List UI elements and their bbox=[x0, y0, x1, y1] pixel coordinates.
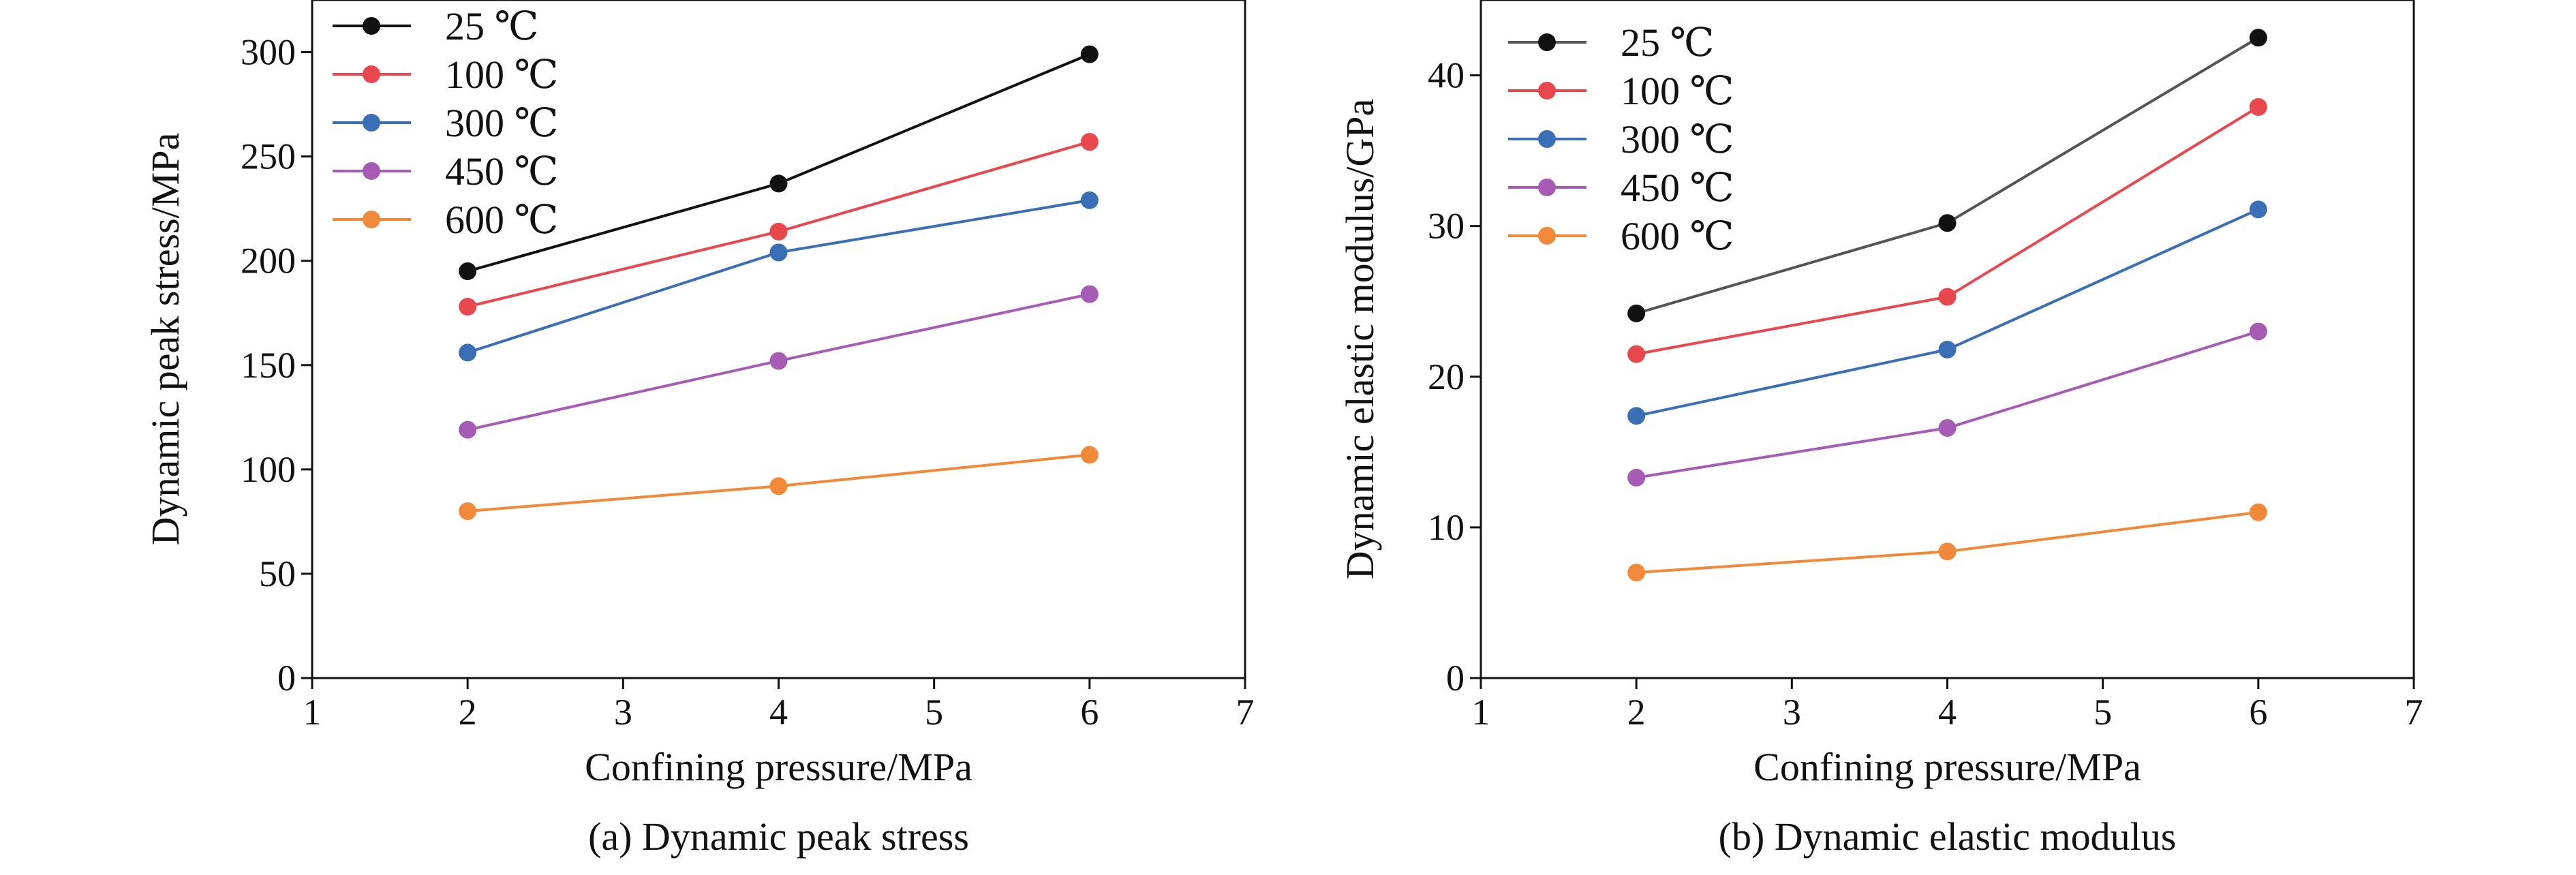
x-tick-label-a-6: 7 bbox=[1236, 692, 1255, 733]
data-point-a-4-0 bbox=[459, 502, 477, 521]
data-point-b-0-1 bbox=[1938, 214, 1957, 232]
data-point-a-3-0 bbox=[459, 420, 477, 439]
data-point-b-3-2 bbox=[2249, 322, 2267, 341]
data-point-a-3-1 bbox=[769, 352, 788, 370]
legend-marker-b-0 bbox=[1538, 33, 1556, 51]
data-point-a-2-1 bbox=[769, 243, 788, 262]
legend-label-a-1: 100 ℃ bbox=[445, 52, 558, 97]
data-point-b-1-1 bbox=[1938, 288, 1957, 306]
x-axis-label-b: Confining pressure/MPa bbox=[1753, 745, 2141, 789]
legend-label-b-4: 600 ℃ bbox=[1621, 214, 1734, 258]
y-tick-label-b-3: 30 bbox=[1428, 206, 1465, 247]
chart-b-dynamic-elastic-modulus: 1 2 3 4 5 6 7 0 10 20 30 40 Confining pressure/MPa Dy… bbox=[1338, 0, 2423, 859]
data-point-a-2-2 bbox=[1080, 191, 1099, 209]
data-point-b-4-1 bbox=[1938, 542, 1957, 561]
y-tick-label-b-4: 40 bbox=[1428, 55, 1465, 96]
data-point-b-4-0 bbox=[1627, 564, 1646, 582]
data-point-a-2-0 bbox=[459, 343, 477, 362]
y-tick-label-b-2: 20 bbox=[1428, 356, 1465, 397]
x-tick-label-a-0: 1 bbox=[303, 692, 322, 733]
legend-label-a-0: 25 ℃ bbox=[445, 4, 538, 48]
data-point-b-2-0 bbox=[1627, 407, 1646, 425]
x-tick-label-a-2: 3 bbox=[614, 692, 632, 733]
legend-label-a-4: 600 ℃ bbox=[445, 198, 558, 242]
chart-a-dynamic-peak-stress: 1 2 3 4 5 6 7 0 50 100 150 200 250 300 Confining press… bbox=[143, 0, 1255, 859]
data-point-a-4-1 bbox=[769, 477, 788, 495]
x-tick-label-b-1: 2 bbox=[1627, 692, 1646, 733]
legend-marker-b-4 bbox=[1538, 227, 1556, 245]
legend-label-b-2: 300 ℃ bbox=[1621, 117, 1734, 162]
y-axis-label-b: Dynamic elastic modulus/GPa bbox=[1338, 99, 1382, 580]
series-line-b-4 bbox=[1636, 510, 2259, 574]
y-axis-label-a: Dynamic peak stress/MPa bbox=[143, 133, 187, 546]
legend-marker-b-2 bbox=[1538, 130, 1556, 148]
data-point-b-1-0 bbox=[1627, 345, 1646, 363]
data-point-b-3-1 bbox=[1938, 418, 1957, 437]
x-tick-label-b-6: 7 bbox=[2405, 692, 2423, 733]
legend-marker-b-3 bbox=[1538, 179, 1556, 196]
x-tick-label-a-5: 6 bbox=[1080, 692, 1099, 733]
legend-marker-a-4 bbox=[363, 211, 380, 228]
y-tick-label-a-3: 150 bbox=[241, 345, 296, 386]
caption-a: (a) Dynamic peak stress bbox=[588, 814, 969, 859]
data-point-a-1-1 bbox=[769, 222, 788, 241]
x-tick-label-b-3: 4 bbox=[1938, 692, 1957, 733]
legend-label-a-3: 450 ℃ bbox=[445, 149, 558, 194]
legend-label-b-0: 25 ℃ bbox=[1621, 20, 1714, 65]
data-point-a-0-1 bbox=[769, 174, 788, 193]
data-point-a-1-0 bbox=[459, 298, 477, 316]
data-point-a-3-2 bbox=[1080, 285, 1099, 303]
y-tick-label-a-2: 100 bbox=[241, 449, 296, 490]
x-tick-label-b-2: 3 bbox=[1783, 692, 1801, 733]
x-tick-label-b-0: 1 bbox=[1472, 692, 1490, 733]
x-tick-label-a-1: 2 bbox=[459, 692, 477, 733]
data-point-b-1-2 bbox=[2249, 97, 2267, 116]
caption-b: (b) Dynamic elastic modulus bbox=[1719, 814, 2177, 859]
x-tick-label-b-4: 5 bbox=[2094, 692, 2112, 733]
y-tick-label-a-0: 0 bbox=[277, 658, 296, 699]
legend-marker-a-2 bbox=[363, 114, 380, 132]
legend-marker-a-3 bbox=[363, 162, 380, 180]
y-tick-label-a-1: 50 bbox=[259, 553, 296, 594]
data-point-b-0-0 bbox=[1627, 304, 1646, 322]
y-tick-label-a-5: 250 bbox=[241, 136, 296, 177]
data-point-b-4-2 bbox=[2249, 503, 2267, 521]
data-point-a-0-0 bbox=[459, 262, 477, 280]
y-tick-label-a-6: 300 bbox=[241, 32, 296, 73]
data-point-b-3-0 bbox=[1627, 468, 1646, 487]
y-tick-label-a-4: 200 bbox=[241, 241, 296, 281]
x-axis-label-a: Confining pressure/MPa bbox=[585, 745, 972, 789]
data-point-a-0-2 bbox=[1080, 45, 1099, 63]
y-tick-label-b-1: 10 bbox=[1428, 507, 1465, 548]
legend-marker-b-1 bbox=[1538, 82, 1556, 99]
data-point-a-1-2 bbox=[1080, 133, 1099, 151]
data-point-b-2-2 bbox=[2249, 200, 2267, 219]
legend-marker-a-1 bbox=[363, 65, 380, 83]
x-tick-label-a-3: 4 bbox=[769, 692, 788, 733]
data-point-a-4-2 bbox=[1080, 446, 1099, 464]
data-point-b-0-2 bbox=[2249, 29, 2267, 47]
legend-label-b-1: 100 ℃ bbox=[1621, 69, 1734, 113]
legend-label-b-3: 450 ℃ bbox=[1621, 166, 1734, 210]
legend-marker-a-0 bbox=[363, 17, 380, 35]
x-tick-label-a-4: 5 bbox=[925, 692, 943, 733]
data-point-b-2-1 bbox=[1938, 340, 1957, 358]
y-tick-label-b-0: 0 bbox=[1446, 658, 1465, 699]
legend-label-a-2: 300 ℃ bbox=[445, 101, 558, 145]
x-tick-label-b-5: 6 bbox=[2249, 692, 2267, 733]
